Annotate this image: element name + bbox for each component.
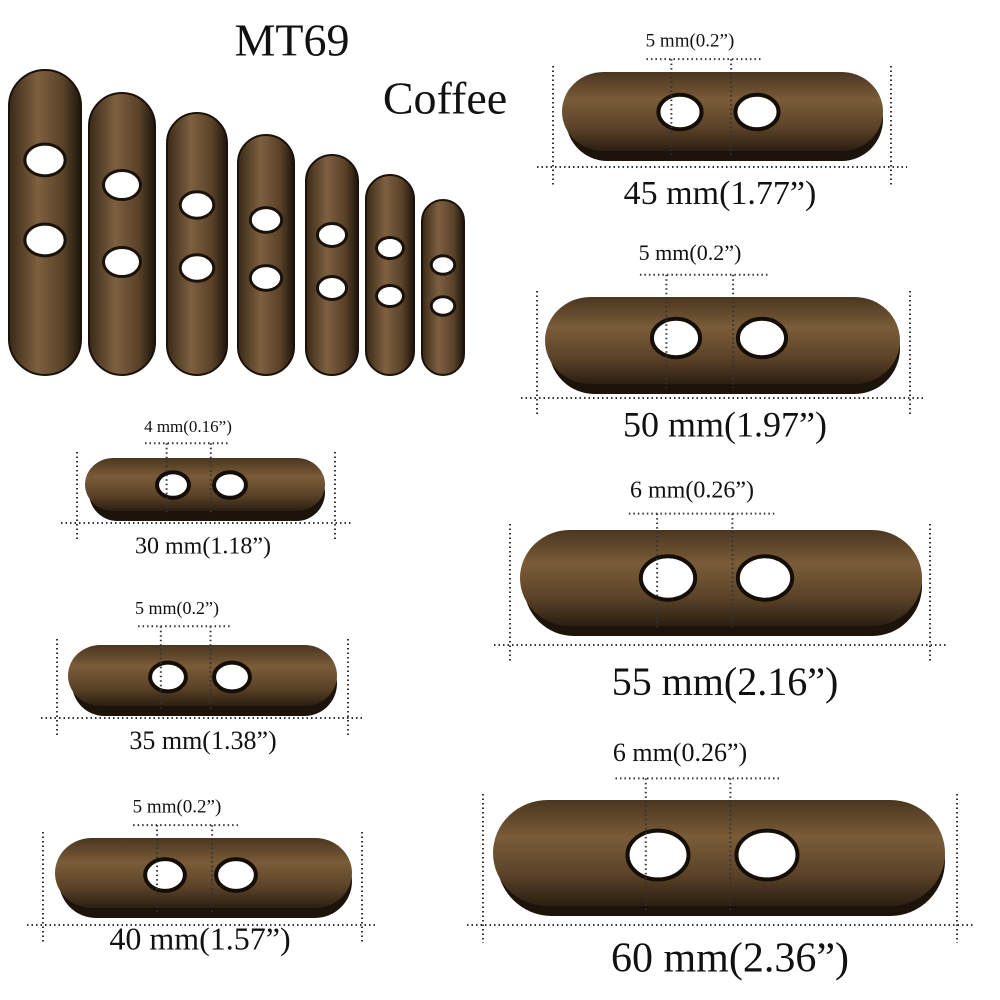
hole — [625, 828, 691, 882]
hole-spacing-label: 6 mm(0.26”) — [613, 738, 747, 767]
button-body — [85, 458, 325, 511]
hole — [214, 857, 258, 893]
hole — [429, 254, 457, 276]
hole — [735, 554, 795, 602]
hole — [102, 168, 142, 202]
hole — [649, 316, 703, 360]
toggle-button: 5 mm(0.2”) 45 mm(1.77”) — [537, 30, 907, 212]
button-body — [520, 530, 922, 626]
toggle-button: 5 mm(0.2”) 35 mm(1.38”) — [41, 598, 364, 755]
subtitle: Coffee — [383, 73, 507, 124]
hole-spacing-label: 5 mm(0.2”) — [646, 30, 735, 51]
hole — [23, 222, 67, 258]
length-label: 50 mm(1.97”) — [623, 404, 827, 444]
vertical-button — [88, 92, 156, 376]
length-label: 55 mm(2.16”) — [612, 659, 839, 704]
hole — [178, 190, 216, 220]
hole — [733, 92, 781, 132]
hole — [429, 295, 457, 317]
title: MT69 — [235, 15, 350, 66]
vertical-button — [305, 154, 359, 376]
vertical-button — [421, 199, 465, 376]
hole — [248, 264, 284, 292]
length-label: 45 mm(1.77”) — [624, 175, 817, 212]
toggle-button: 4 mm(0.16”) 30 mm(1.18”) — [61, 417, 351, 560]
hole — [155, 470, 191, 500]
hole — [212, 660, 252, 694]
length-label: 60 mm(2.36”) — [611, 936, 849, 982]
hole — [212, 470, 248, 500]
vertical-button — [8, 69, 82, 376]
hole-spacing-label: 5 mm(0.2”) — [135, 598, 219, 619]
length-label: 35 mm(1.38”) — [129, 726, 276, 755]
hole — [23, 142, 67, 178]
vertical-button — [237, 134, 295, 376]
vertical-buttons — [8, 69, 465, 376]
hole — [143, 857, 187, 893]
button-body — [493, 800, 945, 906]
hole — [248, 206, 284, 234]
hole — [102, 245, 142, 279]
button-body — [545, 297, 900, 384]
button-body — [68, 645, 337, 706]
toggle-button: 6 mm(0.26”) 55 mm(2.16”) — [494, 478, 946, 704]
hole — [315, 222, 349, 248]
hole — [148, 660, 188, 694]
hole — [656, 92, 704, 132]
toggle-button: 5 mm(0.2”) 50 mm(1.97”) — [521, 240, 926, 444]
hole-spacing-label: 6 mm(0.26”) — [630, 478, 754, 504]
hole — [375, 283, 405, 309]
hole — [638, 554, 698, 602]
vertical-button — [166, 112, 228, 376]
button-body — [562, 72, 883, 151]
hole — [178, 253, 216, 283]
hole — [735, 316, 789, 360]
hole-spacing-label: 4 mm(0.16”) — [144, 417, 232, 436]
length-label: 30 mm(1.18”) — [135, 534, 271, 560]
vertical-button — [365, 174, 415, 376]
hole — [375, 235, 405, 261]
hole — [315, 275, 349, 301]
hole-spacing-label: 5 mm(0.2”) — [639, 240, 742, 265]
button-body — [55, 838, 352, 908]
hole — [734, 828, 800, 882]
hole-spacing-label: 5 mm(0.2”) — [133, 796, 222, 817]
toggle-button: 6 mm(0.26”) 60 mm(2.36”) — [467, 738, 973, 982]
length-label: 40 mm(1.57”) — [109, 920, 290, 956]
toggle-button: 5 mm(0.2”) 40 mm(1.57”) — [27, 796, 378, 956]
